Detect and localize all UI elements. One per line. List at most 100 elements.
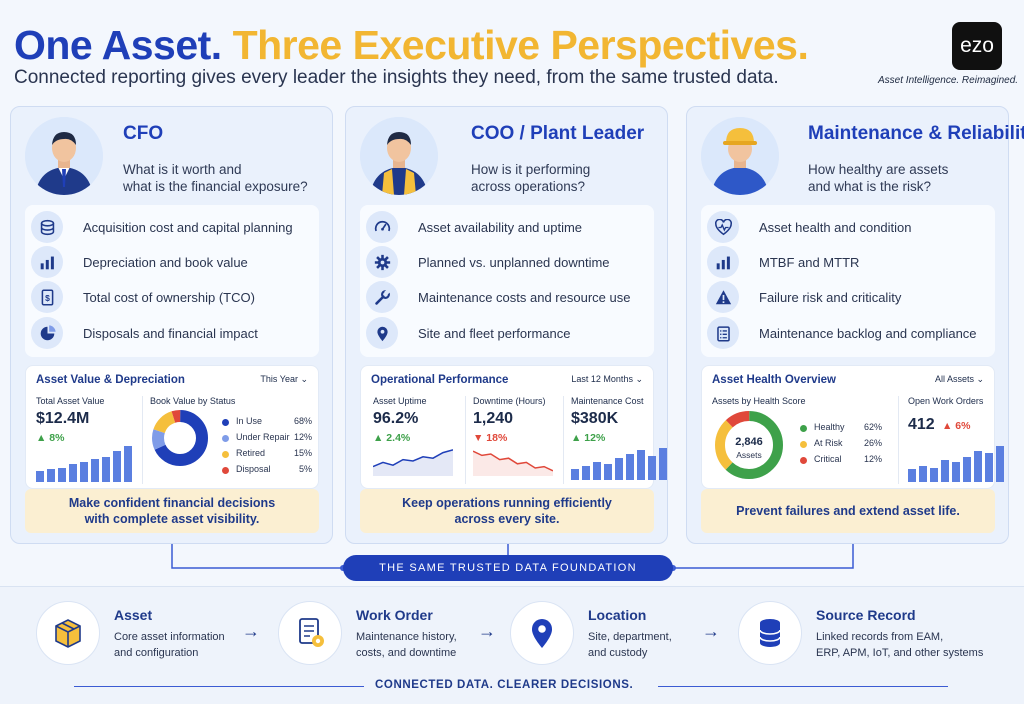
chart-bar (996, 446, 1004, 482)
question-line: What is it worth and (123, 162, 242, 177)
title-part-1: One Asset. (14, 22, 222, 68)
kpi-change: ▼ 18% (473, 432, 508, 444)
cfo-avatar (25, 117, 103, 195)
legend-item: Under Repair 12% (222, 432, 312, 448)
chart-bar (626, 454, 634, 480)
chart-bar (102, 457, 110, 482)
gauge-icon (366, 211, 398, 243)
legend-value: 68% (293, 416, 312, 426)
desc-line: and custody (588, 647, 648, 659)
svg-text:$: $ (45, 292, 50, 302)
legend-swatch (222, 451, 229, 458)
kpi-value: 1,240 (473, 410, 514, 427)
gear-icon (366, 246, 398, 278)
chart-bar (648, 456, 656, 480)
question-line: what is the financial exposure? (123, 179, 308, 194)
desc-line: and configuration (114, 647, 199, 659)
kpi-change: ▲ 6% (942, 420, 971, 432)
donut-center-value: 2,846 (735, 436, 763, 448)
range-dropdown[interactable]: Last 12 Months (571, 374, 643, 385)
desc-line: costs, and downtime (356, 647, 457, 659)
list-item: Disposals and financial impact (31, 317, 258, 349)
desc-line: ERP, APM, IoT, and other systems (816, 647, 984, 659)
kpi-label: Total Asset Value (36, 396, 105, 406)
chart-bar (582, 466, 590, 480)
kpi-value: $12.4M (36, 410, 90, 427)
chart-bar (36, 471, 44, 482)
chart-bar (985, 453, 993, 482)
chart-bar (659, 448, 667, 480)
range-dropdown[interactable]: All Assets (935, 374, 984, 385)
kpi-change: ▲ 8% (36, 432, 65, 444)
donut-slice (715, 411, 783, 479)
bar-chart-icon (707, 246, 739, 278)
chart-bar (91, 459, 99, 482)
heartbeat-icon (707, 211, 739, 243)
legend-swatch (222, 419, 229, 426)
data-foundation-strip: Asset Core asset information and configur… (0, 586, 1024, 704)
chart-bar (604, 464, 612, 480)
cta-line: across every site. (454, 512, 560, 526)
cta-banner: Keep operations running efficiently acros… (360, 489, 654, 533)
divider (142, 396, 143, 484)
role-title: COO / Plant Leader (471, 123, 645, 144)
item-label: Depreciation and book value (83, 254, 248, 270)
title-part-2: Three Executive Perspectives. (232, 22, 809, 68)
bar-chart-icon (31, 246, 63, 278)
node-description: Linked records from EAM, ERP, APM, IoT, a… (816, 629, 983, 661)
chart-bar (963, 457, 971, 482)
legend-swatch (800, 441, 807, 448)
maintenance-cost-bars (571, 446, 667, 480)
logo-tagline: Asset Intelligence. Reimagined. (878, 75, 1019, 86)
legend-value: 15% (293, 448, 312, 458)
node-description: Site, department, and custody (588, 629, 672, 661)
role-question: How is it performing across operations? (471, 161, 590, 195)
divider-right (658, 686, 948, 687)
desc-line: Linked records from EAM, (816, 631, 944, 643)
closing-statement: CONNECTED DATA. CLEARER DECISIONS. (375, 679, 634, 691)
technician-avatar (701, 117, 779, 195)
database-icon (738, 601, 802, 665)
arrow-icon: → (478, 621, 496, 641)
legend-swatch (800, 425, 807, 432)
list-item: Site and fleet performance (366, 317, 570, 349)
list-item: MTBF and MTTR (707, 246, 859, 278)
node-title: Asset (114, 607, 153, 623)
work-order-icon (278, 601, 342, 665)
legend-label: Healthy (814, 422, 845, 432)
asset-value-panel: Asset Value & Depreciation This Year Tot… (25, 365, 319, 489)
role-question: How healthy are assets and what is the ri… (808, 161, 948, 195)
node-description: Maintenance history, costs, and downtime (356, 629, 457, 661)
node-title: Work Order (356, 607, 433, 623)
question-line: How is it performing (471, 162, 591, 177)
list-item: $ Total cost of ownership (TCO) (31, 281, 255, 313)
legend-swatch (800, 457, 807, 464)
legend-value: 26% (863, 438, 882, 448)
cta-line: Make confident financial decisions (68, 496, 276, 510)
legend-value: 5% (298, 464, 312, 474)
list-item: Maintenance costs and resource use (366, 281, 630, 313)
legend-item: Retired 15% (222, 448, 312, 464)
chart-bar (58, 468, 66, 482)
donut-slice (715, 411, 783, 479)
node-title: Location (588, 607, 647, 623)
item-label: Asset health and condition (759, 219, 912, 235)
warning-icon (707, 281, 739, 313)
donut-slice (152, 410, 208, 466)
kpi-label: Downtime (Hours) (473, 396, 546, 406)
work-order-bars (908, 442, 1004, 482)
question-line: across operations? (471, 179, 586, 194)
legend-item: Healthy 62% (800, 422, 882, 438)
legend-value: 62% (863, 422, 882, 432)
coo-avatar (360, 117, 438, 195)
kpi-label: Open Work Orders (908, 396, 984, 406)
question-line: How healthy are assets (808, 162, 949, 177)
panel-title: Asset Value & Depreciation (36, 374, 185, 386)
chart-bar (69, 464, 77, 482)
item-label: Planned vs. unplanned downtime (418, 254, 610, 270)
chart-bar (615, 458, 623, 480)
range-dropdown[interactable]: This Year (260, 374, 308, 385)
kpi-value: 412 (908, 416, 935, 433)
legend-value: 12% (293, 432, 312, 442)
panel-title: Operational Performance (371, 374, 509, 386)
